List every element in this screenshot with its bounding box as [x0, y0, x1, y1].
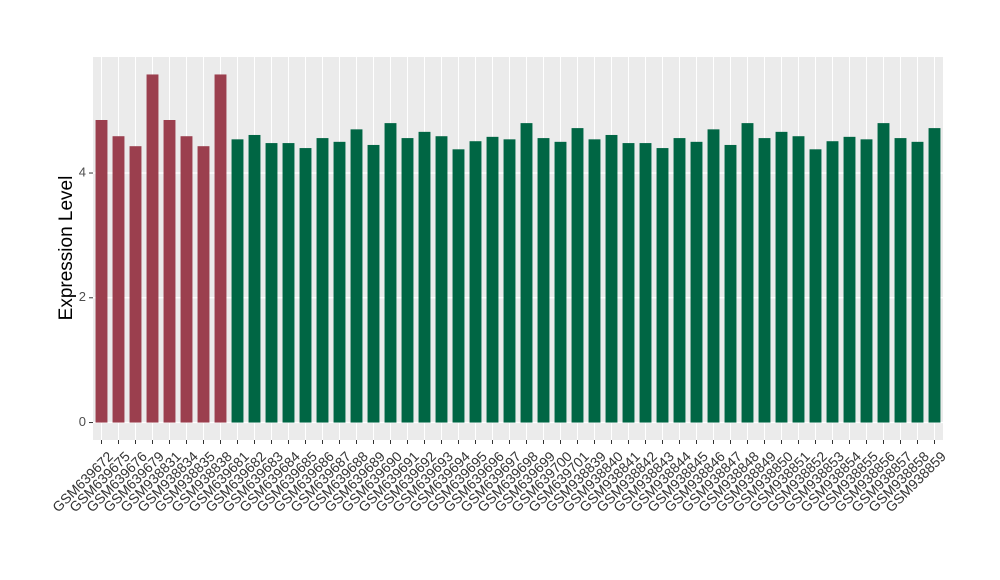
bar: [605, 134, 618, 423]
bar: [588, 139, 601, 423]
bar: [758, 138, 771, 423]
y-tick-label: 4: [79, 164, 86, 179]
bar: [129, 146, 142, 423]
bar: [537, 138, 550, 423]
bar: [911, 141, 924, 423]
bar: [656, 148, 669, 423]
bar: [401, 138, 414, 423]
bar: [214, 74, 227, 423]
y-axis-title: Expression Level: [56, 176, 77, 321]
bar: [843, 136, 856, 423]
bar: [486, 136, 499, 423]
bar: [112, 136, 125, 423]
bar: [435, 136, 448, 423]
bar: [384, 123, 397, 423]
bar: [724, 144, 737, 423]
bar: [197, 146, 210, 423]
bar: [673, 138, 686, 423]
y-tick-label: 0: [79, 414, 86, 429]
bar: [231, 139, 244, 423]
bar: [554, 141, 567, 423]
bar: [741, 123, 754, 423]
bar: [690, 141, 703, 423]
bar: [894, 138, 907, 423]
bar: [503, 139, 516, 423]
bar: [350, 129, 363, 423]
bar: [792, 136, 805, 423]
bar: [95, 120, 108, 423]
y-tick-label: 2: [79, 289, 86, 304]
bar: [299, 148, 312, 423]
bar: [367, 144, 380, 423]
bar: [333, 141, 346, 423]
bar: [809, 149, 822, 423]
bar: [928, 128, 941, 423]
bar: [469, 141, 482, 423]
bar: [877, 123, 890, 423]
bar: [826, 141, 839, 423]
bar: [860, 139, 873, 423]
bar: [282, 143, 295, 423]
bar: [163, 120, 176, 423]
bar: [248, 134, 261, 423]
bar: [707, 129, 720, 423]
bar: [452, 149, 465, 423]
bar: [775, 131, 788, 423]
bar: [316, 138, 329, 423]
bar: [520, 123, 533, 423]
bar: [622, 143, 635, 423]
bar: [571, 128, 584, 423]
bar: [180, 136, 193, 423]
bar: [265, 143, 278, 423]
bar: [418, 131, 431, 423]
bar: [639, 143, 652, 423]
bar: [146, 74, 159, 423]
